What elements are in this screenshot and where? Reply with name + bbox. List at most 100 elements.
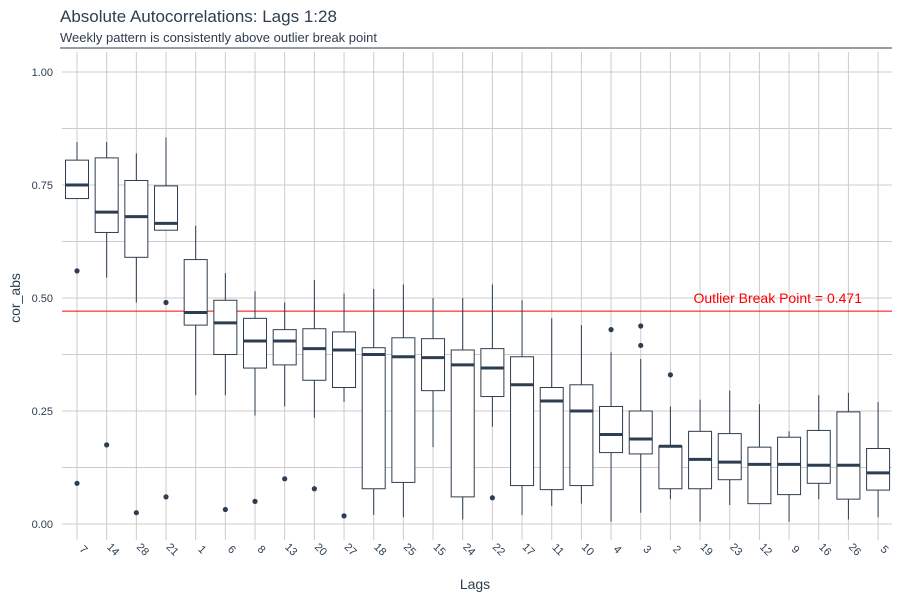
y-tick-label: 0.25 bbox=[32, 406, 53, 418]
x-tick-label: 8 bbox=[255, 543, 268, 556]
box-iqr bbox=[450, 349, 475, 498]
box-lag-14 bbox=[94, 142, 119, 448]
x-tick-label: 22 bbox=[490, 541, 507, 558]
box-lag-22 bbox=[480, 284, 505, 501]
outlier-point bbox=[74, 268, 80, 274]
x-tick-label: 3 bbox=[640, 543, 653, 556]
x-tick-label: 10 bbox=[579, 541, 596, 558]
box-iqr bbox=[213, 299, 238, 356]
box-iqr bbox=[658, 445, 683, 490]
box-lag-7 bbox=[65, 142, 89, 486]
x-tick-label: 20 bbox=[312, 541, 329, 558]
box-iqr bbox=[243, 317, 268, 369]
box-lag-20 bbox=[302, 279, 327, 492]
outlier-point bbox=[638, 342, 644, 349]
box-iqr bbox=[124, 179, 149, 258]
box-iqr bbox=[332, 331, 357, 388]
box-iqr bbox=[866, 448, 891, 491]
box-lag-16 bbox=[806, 395, 831, 500]
outlier-point bbox=[104, 442, 110, 448]
outlier-point bbox=[638, 323, 644, 329]
box-lag-28 bbox=[124, 153, 149, 516]
box-iqr bbox=[628, 410, 653, 455]
x-tick-label: 2 bbox=[670, 543, 683, 556]
box-iqr bbox=[272, 329, 297, 366]
box-lag-3 bbox=[628, 323, 653, 513]
outlier-point bbox=[133, 510, 139, 516]
y-tick-label: 0.75 bbox=[32, 180, 53, 192]
x-tick-label: 14 bbox=[104, 541, 121, 558]
box-iqr bbox=[154, 185, 179, 231]
box-iqr bbox=[569, 384, 594, 487]
box-iqr bbox=[777, 436, 802, 496]
outlier-point bbox=[163, 299, 169, 306]
box-iqr bbox=[599, 405, 624, 454]
outlier-point bbox=[282, 476, 288, 482]
box-iqr bbox=[806, 429, 831, 484]
outlier-point bbox=[74, 480, 80, 486]
outlier-point bbox=[608, 327, 614, 333]
outlier-point bbox=[489, 495, 495, 501]
box-iqr bbox=[480, 348, 505, 398]
x-tick-label: 16 bbox=[816, 541, 833, 558]
outlier-point bbox=[252, 498, 258, 504]
x-tick-label: 12 bbox=[757, 541, 774, 558]
boxes-layer bbox=[65, 137, 891, 522]
box-lag-12 bbox=[747, 404, 772, 505]
box-lag-13 bbox=[272, 302, 297, 482]
x-tick-label: 11 bbox=[550, 542, 567, 559]
x-tick-label: 6 bbox=[225, 543, 238, 556]
outlier-point bbox=[311, 486, 317, 492]
box-iqr bbox=[302, 328, 327, 381]
box-lag-19 bbox=[688, 399, 713, 522]
box-lag-26 bbox=[836, 392, 861, 520]
x-axis-label: Lags bbox=[460, 576, 490, 592]
box-lag-25 bbox=[391, 284, 416, 518]
outlier-point bbox=[667, 372, 674, 378]
x-tick-label: 17 bbox=[520, 541, 537, 558]
box-iqr bbox=[836, 411, 861, 500]
x-tick-label: 7 bbox=[77, 543, 90, 556]
box-lag-17 bbox=[510, 300, 535, 515]
x-tick-label: 23 bbox=[727, 541, 744, 558]
box-lag-10 bbox=[569, 325, 594, 504]
box-iqr bbox=[510, 356, 535, 487]
box-lag-11 bbox=[539, 318, 564, 506]
box-iqr bbox=[183, 259, 208, 326]
x-tick-label: 1 bbox=[195, 543, 208, 556]
chart-subtitle: Weekly pattern is consistently above out… bbox=[60, 30, 377, 45]
y-tick-label: 0.00 bbox=[32, 519, 53, 531]
x-tick-label: 28 bbox=[134, 541, 151, 558]
x-tick-label: 18 bbox=[371, 541, 388, 558]
box-iqr bbox=[361, 347, 386, 490]
box-lag-27 bbox=[332, 293, 357, 519]
box-iqr bbox=[421, 338, 446, 392]
box-lag-9 bbox=[777, 431, 802, 522]
x-tick-label: 24 bbox=[460, 541, 477, 558]
box-iqr bbox=[94, 157, 119, 233]
box-iqr bbox=[65, 159, 89, 200]
x-tick-label: 4 bbox=[611, 543, 624, 556]
outlier-point bbox=[163, 494, 169, 500]
x-tick-label: 21 bbox=[164, 541, 181, 558]
x-tick-label: 19 bbox=[698, 541, 715, 558]
y-axis-label: cor_abs bbox=[7, 273, 23, 323]
box-lag-4 bbox=[599, 327, 624, 522]
box-iqr bbox=[539, 386, 564, 491]
outlier-point bbox=[222, 506, 228, 513]
x-tick-label: 13 bbox=[282, 541, 299, 558]
box-iqr bbox=[391, 337, 416, 483]
box-lag-21 bbox=[154, 137, 179, 500]
x-tick-label: 26 bbox=[846, 541, 863, 558]
chart-title: Absolute Autocorrelations: Lags 1:28 bbox=[60, 7, 337, 26]
x-tick-label: 27 bbox=[342, 541, 359, 558]
box-iqr bbox=[717, 433, 742, 481]
x-tick-label: 15 bbox=[431, 541, 448, 558]
box-lag-6 bbox=[213, 273, 238, 513]
box-lag-23 bbox=[717, 390, 742, 506]
box-lag-1 bbox=[183, 225, 208, 396]
box-lag-15 bbox=[421, 298, 446, 448]
outlier-point bbox=[341, 513, 347, 519]
outlier-break-label: Outlier Break Point = 0.471 bbox=[694, 290, 863, 306]
